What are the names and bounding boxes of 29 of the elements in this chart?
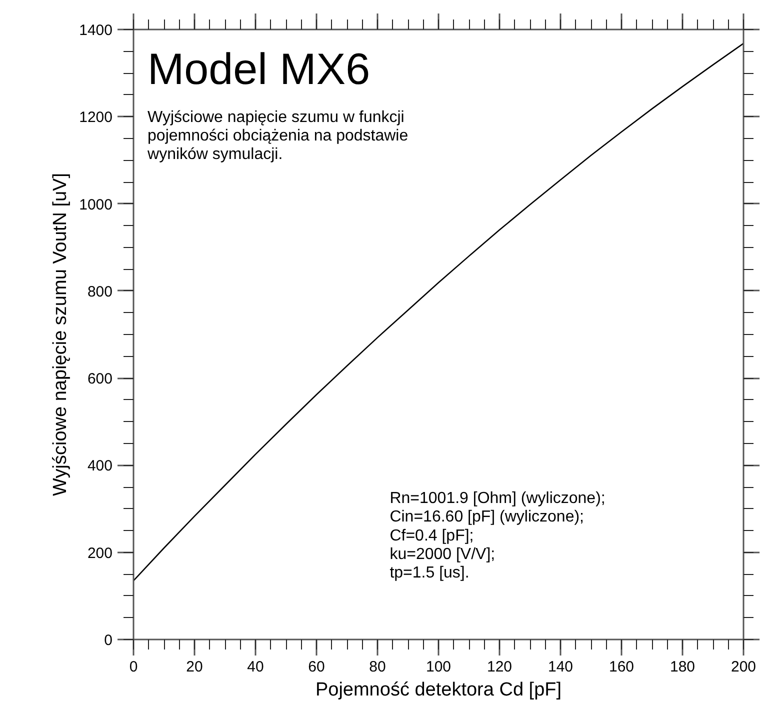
- y-axis-title: Wyjściowe napięcie szumu VoutN [uV]: [50, 173, 72, 496]
- y-tick-label: 1400: [79, 22, 113, 39]
- y-tick-label: 800: [87, 283, 113, 300]
- y-tick-label: 600: [87, 370, 113, 388]
- annotation: Cf=0.4 [pF];: [390, 527, 474, 544]
- x-axis-title: Pojemność detektora Cd [pF]: [315, 680, 562, 700]
- y-tick-label: 1200: [79, 109, 113, 126]
- x-tick-label: 180: [670, 658, 696, 676]
- text: Wyjściowe napięcie szumu w funkcji pojemności obciążenia na podstawie wyników symulacji.: [146, 108, 408, 164]
- x-tick-label: 200: [730, 658, 756, 676]
- annotation: ku=2000 [V/V];: [390, 546, 496, 563]
- y-tick-label: 0: [104, 632, 112, 649]
- x-tick-label: 140: [548, 658, 574, 676]
- y-tick-label: 200: [87, 544, 113, 562]
- x-tick-label: 60: [308, 658, 325, 676]
- y-tick-label: 400: [87, 458, 113, 475]
- y-tick-label: 1000: [79, 196, 113, 214]
- chart-title: Model MX6: [148, 44, 370, 94]
- x-tick-label: 40: [247, 658, 264, 676]
- x-tick-label: 100: [426, 658, 452, 676]
- x-tick-label: 0: [129, 658, 138, 676]
- annotation: Cin=16.60 [pF] (wyliczone);: [390, 508, 584, 526]
- x-tick-label: 20: [186, 658, 203, 676]
- annotation: Rn=1001.9 [Ohm] (wyliczone);: [390, 490, 606, 508]
- line-series: [134, 42, 744, 582]
- x-tick-label: 80: [369, 658, 386, 676]
- x-tick-label: 120: [486, 658, 512, 676]
- x-tick-label: 160: [608, 658, 634, 676]
- annotation: tp=1.5 [us].: [390, 564, 470, 582]
